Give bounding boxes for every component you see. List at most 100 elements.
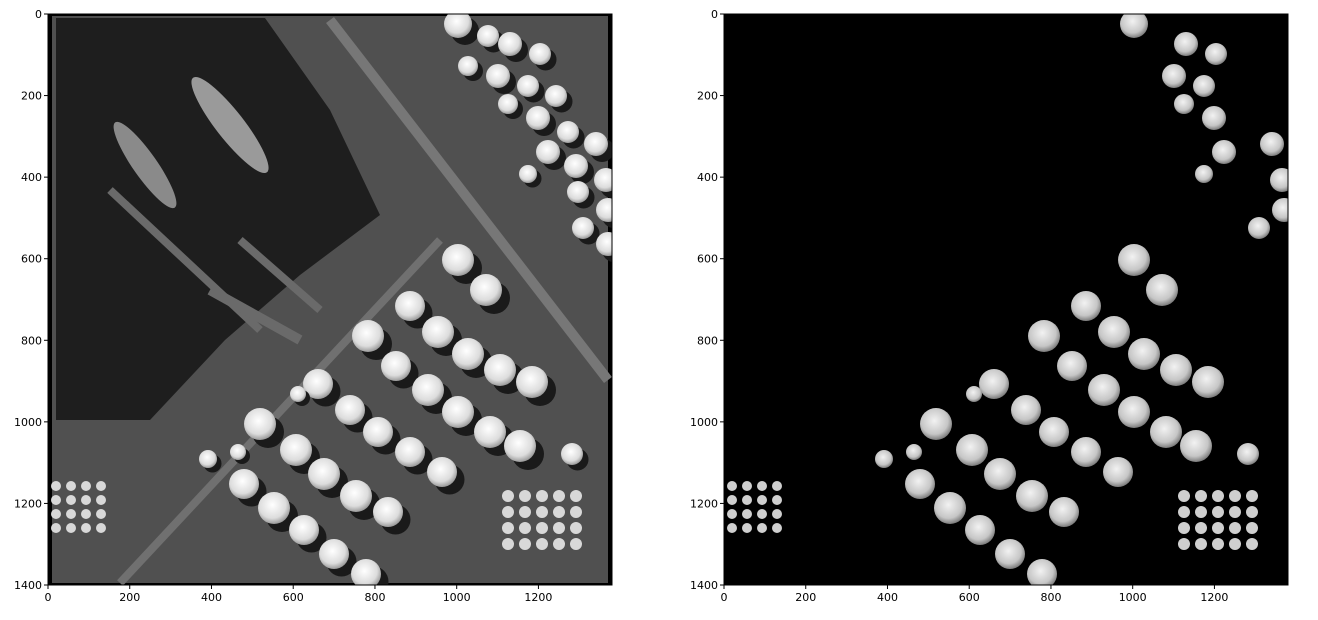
mask-tank bbox=[1088, 374, 1120, 406]
storage-tank bbox=[529, 43, 551, 65]
y-tick-label: 1400 bbox=[14, 579, 42, 592]
mask-small-tank bbox=[757, 481, 767, 491]
mask-small-tank bbox=[727, 495, 737, 505]
mask-tank bbox=[1192, 366, 1224, 398]
small-tank bbox=[96, 523, 106, 533]
y-tick-label: 800 bbox=[697, 334, 718, 347]
mask-small-tank bbox=[757, 523, 767, 533]
ship bbox=[191, 76, 269, 174]
storage-tank bbox=[504, 430, 536, 462]
mask-small-tank bbox=[742, 509, 752, 519]
mask-small-tank bbox=[1212, 490, 1224, 502]
storage-tank bbox=[474, 416, 506, 448]
mask-tank bbox=[995, 539, 1025, 569]
mask-tank bbox=[1193, 75, 1215, 97]
y-tick-label: 0 bbox=[711, 8, 718, 21]
mask-tank bbox=[1028, 320, 1060, 352]
small-tank bbox=[66, 481, 76, 491]
mask-tank bbox=[1237, 443, 1259, 465]
storage-tank bbox=[526, 106, 550, 130]
small-tank bbox=[553, 538, 565, 550]
storage-tank bbox=[427, 457, 457, 487]
small-tank bbox=[553, 522, 565, 534]
storage-tank bbox=[290, 386, 306, 402]
mask-small-tank bbox=[1178, 490, 1190, 502]
storage-tank bbox=[363, 417, 393, 447]
storage-tank bbox=[352, 320, 384, 352]
mask-tank bbox=[920, 408, 952, 440]
mask-tank bbox=[1071, 437, 1101, 467]
storage-tank bbox=[486, 64, 510, 88]
mask-small-tank bbox=[1195, 522, 1207, 534]
mask-small-tank bbox=[772, 481, 782, 491]
storage-tank bbox=[545, 85, 567, 107]
mask-small-tank bbox=[757, 495, 767, 505]
storage-tank bbox=[594, 168, 612, 192]
storage-tank bbox=[498, 94, 518, 114]
axes-frame bbox=[47, 13, 613, 586]
small-tank bbox=[553, 506, 565, 518]
mask-tank bbox=[1195, 165, 1213, 183]
mask-small-tank bbox=[1246, 506, 1258, 518]
small-tank bbox=[51, 523, 61, 533]
x-tick-label: 1200 bbox=[524, 591, 552, 604]
y-tick-label: 600 bbox=[697, 253, 718, 266]
mask-tank bbox=[1260, 132, 1284, 156]
mask-tank bbox=[1039, 417, 1069, 447]
small-tank bbox=[536, 538, 548, 550]
storage-tank bbox=[395, 437, 425, 467]
y-tick-label: 600 bbox=[21, 253, 42, 266]
mask-tank bbox=[1202, 106, 1226, 130]
storage-tank bbox=[498, 32, 522, 56]
mask-tank bbox=[906, 444, 922, 460]
storage-tank bbox=[395, 291, 425, 321]
storage-tank bbox=[289, 515, 319, 545]
mask-small-tank bbox=[727, 481, 737, 491]
mask-small-tank bbox=[1195, 490, 1207, 502]
mask-tank bbox=[1011, 395, 1041, 425]
storage-tank bbox=[517, 75, 539, 97]
x-tick-label: 800 bbox=[1040, 591, 1061, 604]
small-tank bbox=[66, 523, 76, 533]
mask-small-tank bbox=[757, 509, 767, 519]
storage-tank bbox=[564, 154, 588, 178]
y-tick-label: 0 bbox=[35, 8, 42, 21]
mask-small-tank bbox=[742, 481, 752, 491]
axes-frame bbox=[723, 13, 1289, 586]
storage-tank bbox=[536, 140, 560, 164]
storage-tank bbox=[477, 25, 499, 47]
small-tank bbox=[519, 538, 531, 550]
aerial-image-panel: 0 200 400 600 800 1000 1200 0 200 400 600 800 1000 12… bbox=[14, 8, 613, 604]
mask-small-tank bbox=[1229, 522, 1241, 534]
mask-tank bbox=[875, 450, 893, 468]
storage-tank bbox=[230, 444, 246, 460]
mask-tank bbox=[1128, 338, 1160, 370]
small-tank bbox=[536, 522, 548, 534]
mask-small-tank bbox=[772, 523, 782, 533]
storage-tank bbox=[567, 181, 589, 203]
y-tick-label: 1200 bbox=[690, 497, 718, 510]
small-tank bbox=[536, 490, 548, 502]
storage-tank bbox=[412, 374, 444, 406]
x-tick-label: 400 bbox=[201, 591, 222, 604]
mask-tank bbox=[1120, 14, 1148, 38]
mask-tank bbox=[1174, 94, 1194, 114]
mask-small-tank bbox=[1246, 490, 1258, 502]
mask-tank bbox=[1071, 291, 1101, 321]
y-tick-label: 200 bbox=[21, 90, 42, 103]
small-tank bbox=[553, 490, 565, 502]
y-tick-label: 1000 bbox=[14, 416, 42, 429]
small-tank bbox=[502, 506, 514, 518]
storage-tank bbox=[596, 198, 612, 222]
small-tank bbox=[81, 481, 91, 491]
storage-tank bbox=[519, 165, 537, 183]
storage-tank bbox=[572, 217, 594, 239]
road bbox=[117, 237, 443, 585]
x-tick-label: 1200 bbox=[1200, 591, 1228, 604]
mask-small-tank bbox=[1212, 522, 1224, 534]
mask-tank bbox=[1118, 396, 1150, 428]
x-tick-label: 800 bbox=[364, 591, 385, 604]
mask-tank bbox=[1212, 140, 1236, 164]
mask-small-tank bbox=[727, 523, 737, 533]
small-tank bbox=[502, 522, 514, 534]
